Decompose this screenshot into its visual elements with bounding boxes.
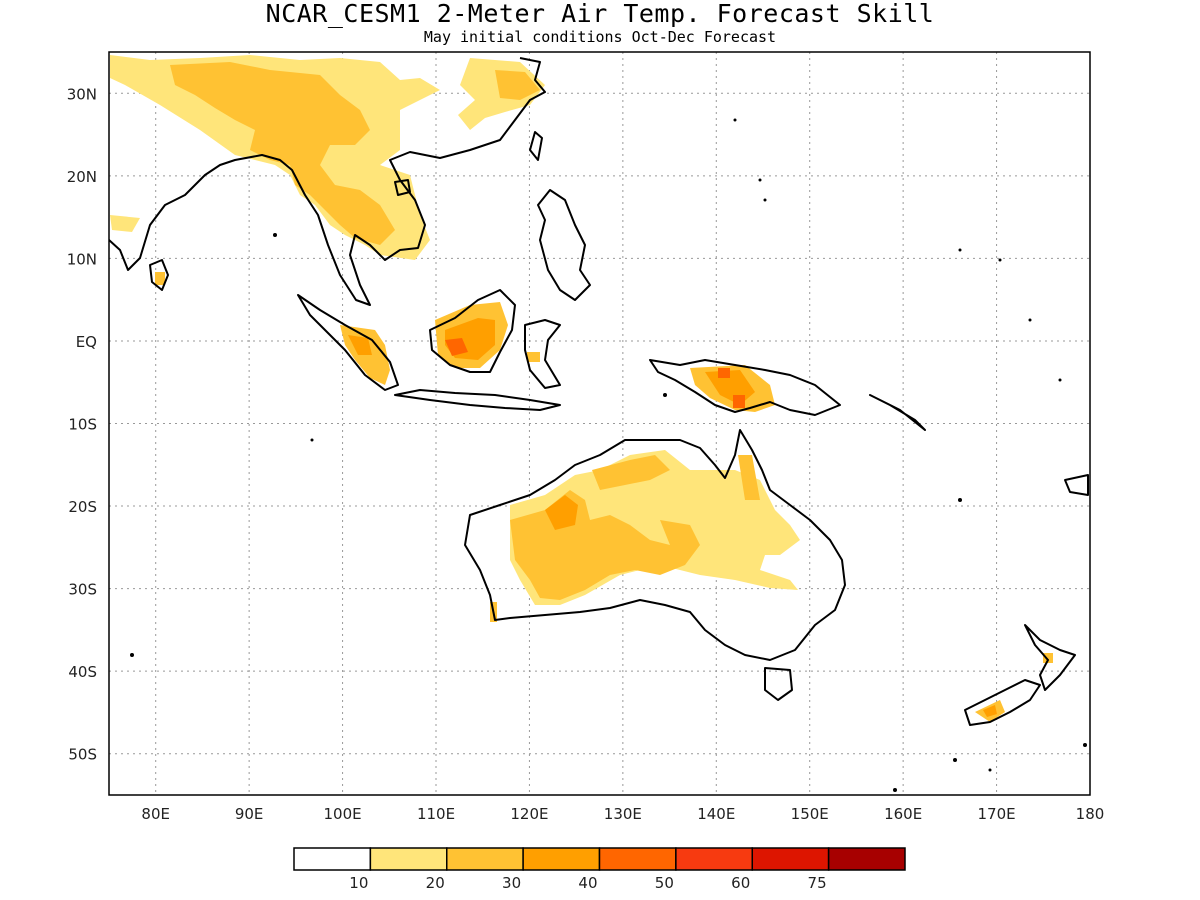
colorbar-label: 40 <box>578 874 597 892</box>
colorbar-label: 10 <box>349 874 368 892</box>
latitude-tick-label: 20N <box>67 168 97 186</box>
skill-shading <box>110 55 1053 722</box>
skill-region-nz-south-core <box>983 705 997 717</box>
coastline-philippines <box>537 189 591 301</box>
colorbar-label: 20 <box>426 874 445 892</box>
coastline-asia-mainland <box>109 57 546 306</box>
latitude-tick-label: EQ <box>76 333 97 351</box>
longitude-tick-label: 120E <box>510 805 548 823</box>
map-title: NCAR_CESM1 2-Meter Air Temp. Forecast Sk… <box>265 0 935 28</box>
skill-region-asia-mid <box>170 62 395 245</box>
coastline-sulawesi <box>524 319 561 389</box>
map-frame <box>108 51 1091 796</box>
map-gridlines <box>109 52 1090 795</box>
skill-region-borneo-peak <box>445 338 468 356</box>
skill-region-australia-nw-core <box>545 495 578 530</box>
coastline-tasmania <box>764 667 793 701</box>
latitude-tick-label: 10S <box>68 416 97 434</box>
latitude-tick-label: 20S <box>68 498 97 516</box>
skill-region-australia-north <box>592 455 670 490</box>
colorbar-label: 60 <box>731 874 750 892</box>
coastline-hainan <box>394 179 411 196</box>
skill-region-india-south <box>110 215 140 232</box>
skill-region-china-east-mid <box>495 70 540 100</box>
colorbar-swatch <box>446 847 524 871</box>
coastline-sumatra <box>297 294 399 391</box>
longitude-tick-labels: 80E 90E 100E 110E 120E 130E 140E 150E 160E 170E 18… <box>141 805 1104 823</box>
coastline-australia <box>464 429 846 661</box>
colorbar-swatch <box>598 847 677 871</box>
latitude-tick-label: 40S <box>68 663 97 681</box>
colorbar-swatch <box>369 847 448 871</box>
skill-region-srilanka <box>155 272 165 285</box>
coastline-solomon <box>869 394 926 431</box>
latitude-tick-label: 50S <box>68 746 97 764</box>
coastline-taiwan <box>529 131 543 161</box>
latitude-tick-label: 30N <box>67 85 97 103</box>
skill-region-sulawesi <box>527 352 540 362</box>
skill-region-cape-york <box>738 455 760 500</box>
colorbar: 10 20 30 40 50 60 75 <box>293 847 906 892</box>
colorbar-swatch <box>827 847 906 871</box>
latitude-tick-label: 30S <box>68 581 97 599</box>
coastline-fiji <box>1064 474 1089 496</box>
longitude-tick-label: 180 <box>1076 805 1105 823</box>
skill-region-newguinea-peak <box>718 368 730 378</box>
longitude-tick-label: 140E <box>697 805 735 823</box>
colorbar-swatch <box>675 847 753 871</box>
colorbar-label: 75 <box>808 874 827 892</box>
coastline-nz-north <box>1024 624 1076 691</box>
skill-region-newguinea-peak2 <box>733 395 745 408</box>
longitude-tick-label: 150E <box>791 805 829 823</box>
colorbar-label: 30 <box>502 874 521 892</box>
small-islands <box>130 118 1087 792</box>
longitude-tick-label: 80E <box>141 805 170 823</box>
colorbar-label: 50 <box>655 874 674 892</box>
longitude-tick-label: 160E <box>884 805 922 823</box>
coastline-nz-south <box>964 679 1041 726</box>
longitude-tick-label: 90E <box>235 805 264 823</box>
coastlines <box>109 57 1089 726</box>
colorbar-swatch <box>751 847 830 871</box>
map-subtitle: May initial conditions Oct-Dec Forecast <box>423 28 777 46</box>
coastline-india-srilanka <box>149 259 169 291</box>
longitude-tick-label: 110E <box>417 805 455 823</box>
longitude-tick-label: 100E <box>324 805 362 823</box>
colorbar-swatch <box>293 847 372 871</box>
latitude-tick-labels: 30N 20N 10N EQ 10S 20S 30S 40S 50S <box>67 85 97 763</box>
skill-region-nz-north <box>1043 653 1053 663</box>
colorbar-swatch <box>522 847 601 871</box>
coastline-newguinea <box>649 359 841 416</box>
skill-region-sumatra-core <box>348 335 372 355</box>
coastline-java <box>394 389 561 411</box>
coastline-borneo <box>429 289 516 373</box>
longitude-tick-label: 130E <box>604 805 642 823</box>
latitude-tick-label: 10N <box>67 250 97 268</box>
longitude-tick-label: 170E <box>978 805 1016 823</box>
